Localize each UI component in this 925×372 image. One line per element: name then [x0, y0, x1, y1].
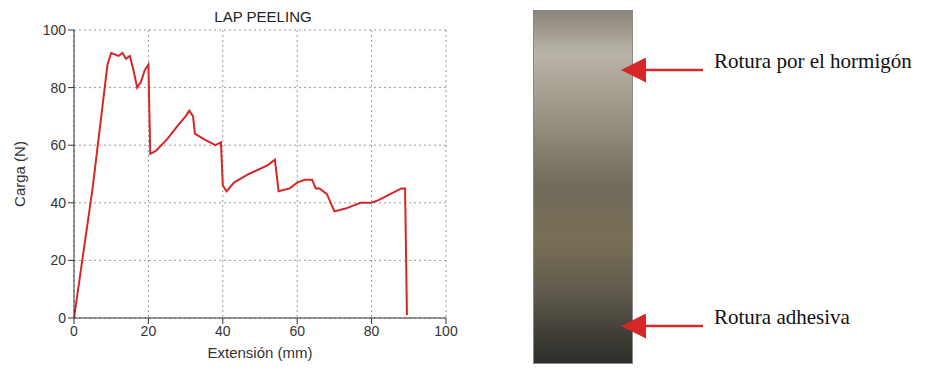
svg-text:20: 20: [141, 323, 157, 339]
svg-text:60: 60: [50, 137, 66, 153]
html-text:Rotura adhesiva: Rotura adhesiva: [714, 305, 850, 329]
svg-text:20: 20: [50, 252, 66, 268]
svg-text:100: 100: [43, 22, 67, 38]
html-text:LAP PEELING: LAP PEELING: [214, 8, 312, 25]
svg-text:80: 80: [364, 323, 380, 339]
svg-text:0: 0: [70, 323, 78, 339]
svg-text:40: 40: [215, 323, 231, 339]
svg-text:80: 80: [50, 80, 66, 96]
svg-text:60: 60: [289, 323, 305, 339]
svg-text:40: 40: [50, 195, 66, 211]
svg-text:100: 100: [434, 323, 458, 339]
svg-text:0: 0: [58, 310, 66, 326]
html-text:Rotura por el hormigón: Rotura por el hormigón: [714, 49, 912, 73]
svg-text:Carga (N): Carga (N): [11, 141, 28, 207]
svg-text:Extensión (mm): Extensión (mm): [207, 344, 312, 361]
